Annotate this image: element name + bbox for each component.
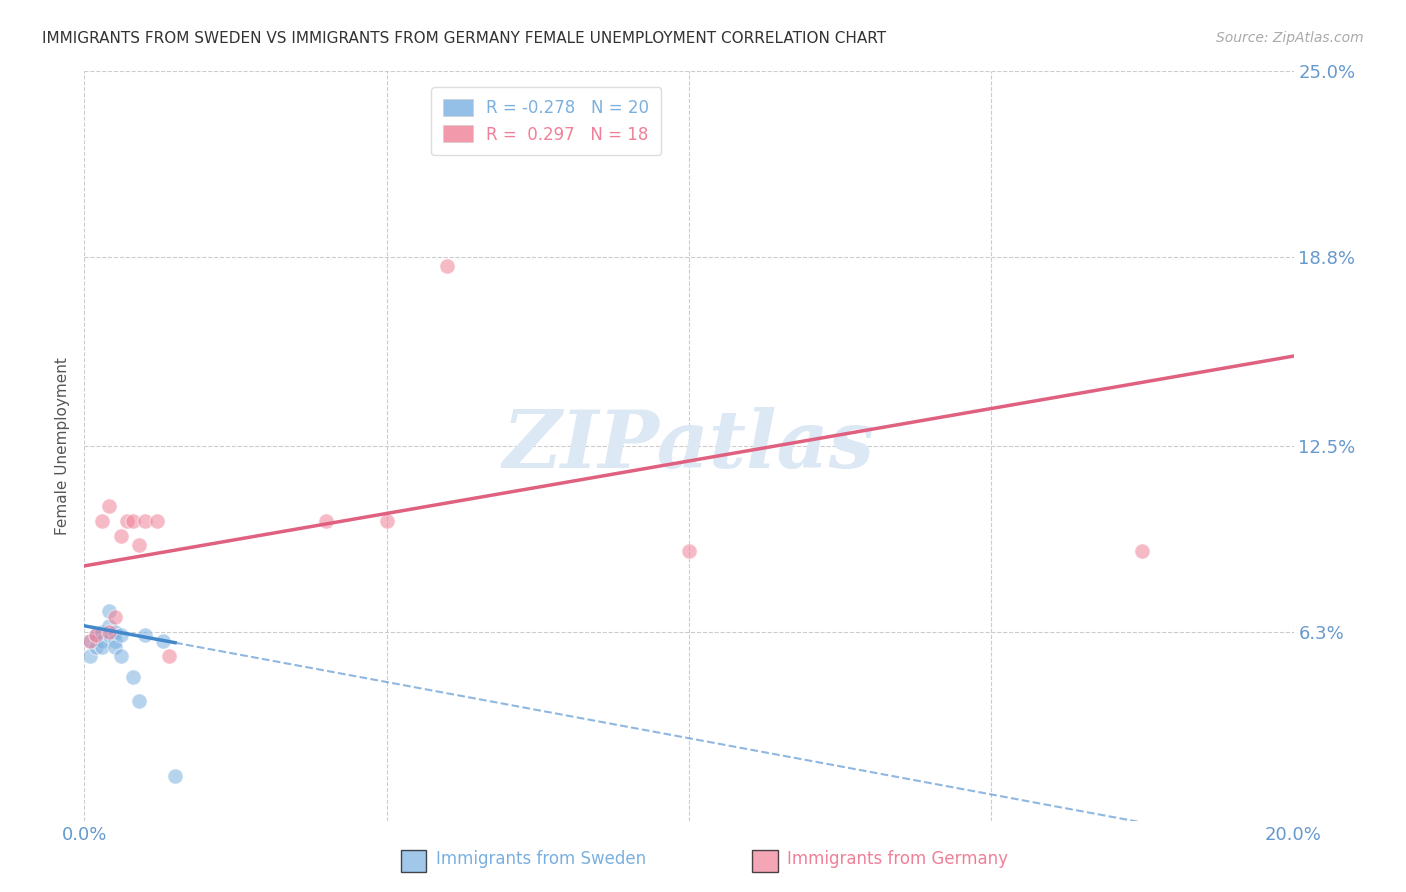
Point [134, 628, 156, 642]
Point [115, 514, 138, 528]
Point [97, 624, 120, 639]
Text: IMMIGRANTS FROM SWEDEN VS IMMIGRANTS FROM GERMANY FEMALE UNEMPLOYMENT CORRELATIO: IMMIGRANTS FROM SWEDEN VS IMMIGRANTS FRO… [42, 31, 886, 46]
Point [97, 628, 120, 642]
Point [79, 633, 101, 648]
Point [104, 610, 127, 624]
Point [91, 624, 114, 639]
Point [104, 633, 127, 648]
Point [134, 514, 156, 528]
Text: Source: ZipAtlas.com: Source: ZipAtlas.com [1216, 31, 1364, 45]
Point [91, 633, 114, 648]
Point [91, 514, 114, 528]
Point [110, 628, 132, 642]
Point [110, 648, 132, 663]
Legend: R = -0.278   N = 20, R =  0.297   N = 18: R = -0.278 N = 20, R = 0.297 N = 18 [432, 87, 661, 155]
Point [152, 633, 174, 648]
Point [146, 514, 169, 528]
Y-axis label: Female Unemployment: Female Unemployment [55, 357, 70, 535]
Point [128, 538, 150, 552]
Point [86, 628, 108, 642]
Point [121, 670, 143, 684]
Point [104, 640, 127, 654]
Point [315, 514, 337, 528]
Point [375, 514, 398, 528]
Point [97, 619, 120, 633]
Point [128, 694, 150, 708]
Point [97, 604, 120, 618]
Point [104, 624, 127, 639]
Point [86, 628, 108, 642]
Point [121, 514, 143, 528]
Point [157, 648, 180, 663]
Point [1130, 544, 1153, 558]
FancyBboxPatch shape [752, 850, 778, 872]
Point [165, 769, 187, 783]
FancyBboxPatch shape [401, 850, 426, 872]
Point [97, 499, 120, 513]
Point [79, 633, 101, 648]
Text: Immigrants from Germany: Immigrants from Germany [787, 850, 1008, 868]
Point [110, 529, 132, 543]
Point [436, 259, 458, 273]
Point [86, 640, 108, 654]
Text: ZIPatlas: ZIPatlas [503, 408, 875, 484]
Point [79, 648, 101, 663]
Text: Immigrants from Sweden: Immigrants from Sweden [436, 850, 645, 868]
Point [91, 640, 114, 654]
Point [678, 544, 700, 558]
